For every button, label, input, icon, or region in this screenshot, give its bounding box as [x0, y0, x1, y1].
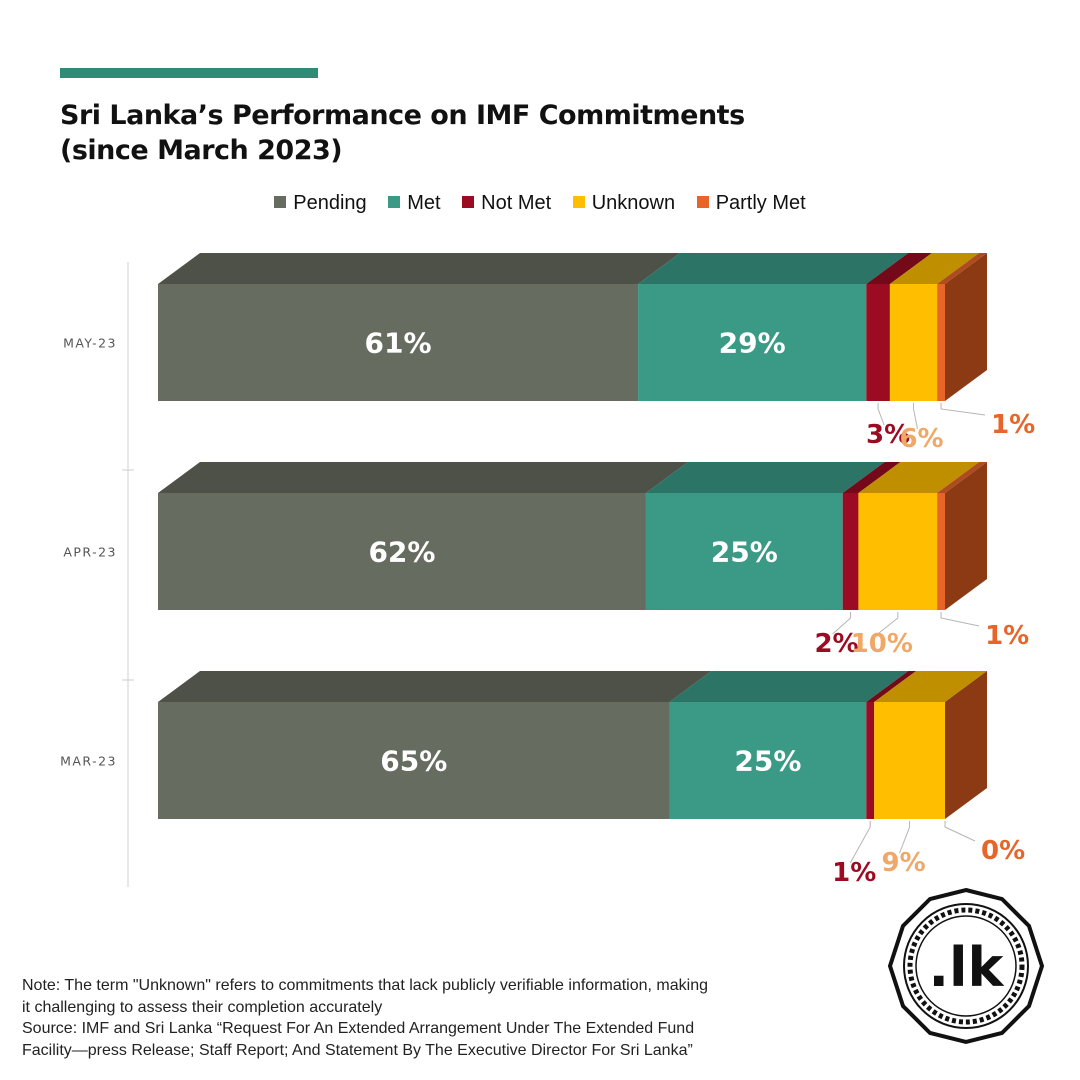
bar-top-partly-met-apr-23: [937, 462, 987, 493]
legend-label-partly-met: Partly Met: [715, 192, 806, 214]
footnote-line-2: it challenging to assess their completio…: [22, 998, 383, 1016]
bar-pending-may-23: [158, 284, 639, 401]
bar-top-unknown-mar-23: [874, 671, 987, 702]
bar-top-unknown-may-23: [889, 253, 980, 284]
bar-top-unknown-apr-23: [858, 462, 980, 493]
source-line-1: Source: IMF and Sri Lanka “Request For A…: [22, 1020, 695, 1037]
bar-top-met-apr-23: [645, 462, 885, 493]
data-label-partly-met-apr-23: 1%: [985, 621, 1029, 651]
legend-label-unknown: Unknown: [591, 192, 676, 214]
legend-swatch-unknown: [572, 196, 585, 208]
bar-unknown-apr-23: [858, 493, 938, 610]
legend-label-met: Met: [407, 192, 441, 214]
bar-not-met-mar-23: [866, 702, 875, 819]
data-label-unknown-mar-23: 9%: [882, 848, 926, 878]
leader-line-not-met-apr-23: [832, 612, 852, 635]
bar-top-met-mar-23: [669, 671, 909, 702]
legend-item-met: Met: [388, 192, 441, 215]
bar-top-not-met-may-23: [866, 253, 932, 284]
data-label-met-apr-23: 25%: [711, 536, 778, 569]
bar-top-not-met-mar-23: [866, 671, 917, 702]
data-label-met-may-23: 29%: [719, 327, 786, 360]
bar-not-met-may-23: [866, 284, 890, 401]
bar-top-pending-mar-23: [158, 671, 712, 702]
leader-line-partly-met-apr-23: [940, 612, 980, 627]
data-label-unknown-may-23: 6%: [899, 424, 943, 454]
bar-partly-met-apr-23: [937, 493, 945, 610]
legend-item-partly-met: Partly Met: [696, 192, 806, 215]
data-label-unknown-apr-23: 10%: [851, 629, 913, 659]
legend-swatch-not-met: [462, 196, 475, 208]
data-label-not-met-apr-23: 2%: [814, 629, 858, 659]
bar-met-apr-23: [645, 493, 843, 610]
leader-line-unknown-apr-23: [877, 612, 899, 635]
accent-bar: [60, 68, 318, 78]
chart-title-line-1: Sri Lanka’s Performance on IMF Commitmen…: [60, 100, 745, 131]
bar-side-may-23: [945, 253, 987, 401]
bar-top-pending-apr-23: [158, 462, 688, 493]
chart-title: Sri Lanka’s Performance on IMF Commitmen…: [60, 98, 745, 168]
bar-met-may-23: [638, 284, 867, 401]
bar-top-partly-met-may-23: [937, 253, 987, 284]
data-label-not-met-mar-23: 1%: [832, 858, 876, 888]
bar-not-met-apr-23: [842, 493, 859, 610]
bar-side-apr-23: [945, 462, 987, 610]
leader-line-not-met-may-23: [877, 403, 885, 426]
bar-pending-mar-23: [158, 702, 670, 819]
chart-legend: Pending Met Not Met Unknown Partly Met: [0, 192, 1080, 215]
bar-unknown-mar-23: [874, 702, 945, 819]
footnote-line-1: Note: The term "Unknown" refers to commi…: [22, 977, 708, 994]
leader-line-not-met-mar-23: [849, 821, 871, 864]
legend-item-unknown: Unknown: [572, 192, 676, 215]
data-label-not-met-may-23: 3%: [866, 420, 910, 450]
data-label-pending-may-23: 61%: [365, 327, 432, 360]
leader-line-partly-met-mar-23: [944, 821, 976, 842]
leader-line-unknown-mar-23: [899, 821, 911, 854]
data-label-pending-apr-23: 62%: [368, 536, 435, 569]
footnote: Note: The term "Unknown" refers to commi…: [22, 975, 822, 1061]
bar-top-met-may-23: [638, 253, 909, 284]
source-line-2: Facility—press Release; Staff Report; An…: [22, 1041, 693, 1059]
legend-swatch-met: [388, 196, 401, 208]
data-label-partly-met-mar-23: 0%: [981, 836, 1025, 866]
bar-top-not-met-apr-23: [842, 462, 901, 493]
logo-text: .lk: [929, 936, 1005, 999]
legend-swatch-pending: [274, 196, 287, 208]
data-label-pending-mar-23: 65%: [380, 745, 447, 778]
leader-line-partly-met-may-23: [940, 403, 986, 416]
category-label-mar-23: MAR-23: [60, 754, 117, 769]
data-label-partly-met-may-23: 1%: [991, 410, 1035, 440]
lk-logo-icon: .lk: [887, 887, 1045, 1045]
chart-title-line-2: (since March 2023): [60, 135, 343, 166]
bar-pending-apr-23: [158, 493, 646, 610]
bar-partly-met-may-23: [937, 284, 945, 401]
category-label-apr-23: APR-23: [63, 545, 117, 560]
stacked-bar-chart: MAY-23 61% 29% 3%6% 1% APR-23 62% 25% 2%10% 1% MAR…: [60, 253, 1035, 888]
legend-label-pending: Pending: [293, 192, 367, 214]
bar-unknown-may-23: [889, 284, 938, 401]
bar-top-pending-may-23: [158, 253, 681, 284]
bar-side-mar-23: [945, 671, 987, 819]
legend-item-not-met: Not Met: [462, 192, 551, 215]
legend-item-pending: Pending: [274, 192, 367, 215]
category-label-may-23: MAY-23: [63, 336, 117, 351]
legend-swatch-partly-met: [696, 196, 709, 208]
bar-met-mar-23: [669, 702, 867, 819]
leader-line-unknown-may-23: [913, 403, 919, 430]
legend-label-not-met: Not Met: [481, 192, 552, 214]
data-label-met-mar-23: 25%: [734, 745, 801, 778]
